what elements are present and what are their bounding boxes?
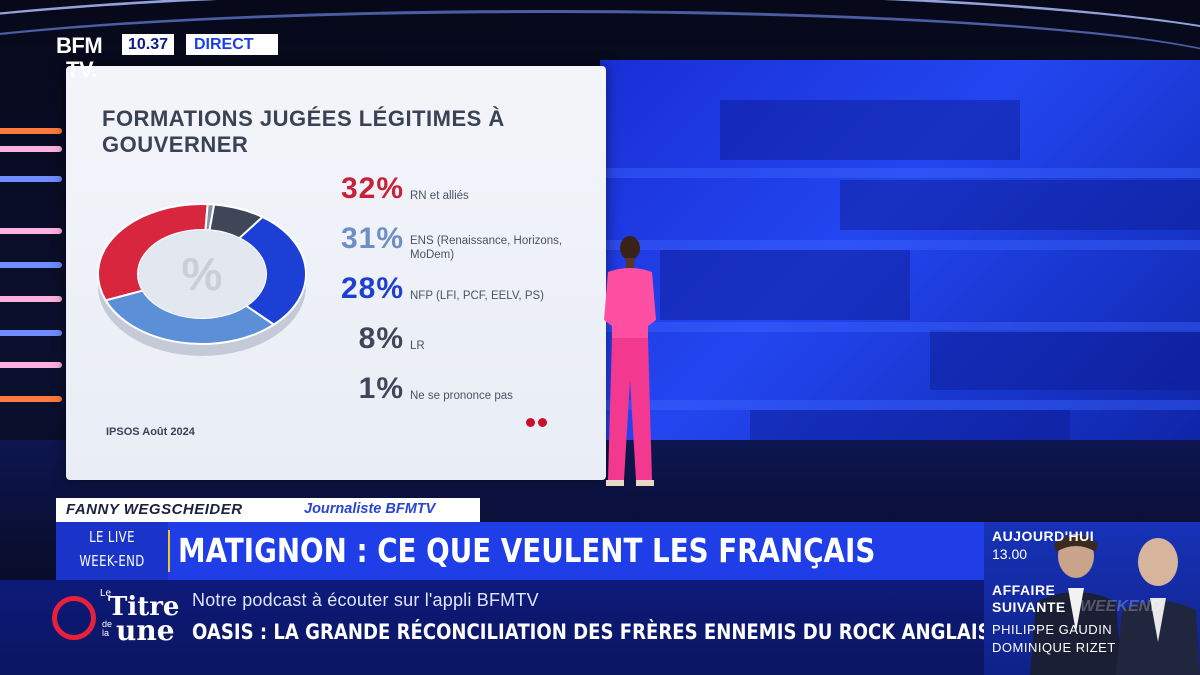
- next-show-host-2: DOMINIQUE RIZET: [992, 640, 1116, 655]
- show-tag-separator: [168, 530, 170, 572]
- next-show-day: AUJOURD'HUI: [992, 528, 1095, 544]
- ticker-line-2: OASIS : LA GRANDE RÉCONCILIATION DES FRÈ…: [192, 620, 1008, 644]
- next-show-ghost-label: WEEKEND: [1080, 598, 1162, 615]
- chart-title: FORMATIONS JUGÉES LÉGITIMES À GOUVERNER: [102, 106, 505, 157]
- speaker-name: FANNY WEGSCHEIDER: [66, 501, 243, 518]
- bfmtv-logo: BFM TV.: [56, 33, 103, 82]
- legend-value: 28%: [340, 272, 404, 305]
- speaker-name-bar: FANNY WEGSCHEIDER Journaliste BFMTV: [56, 498, 480, 522]
- chart-board: FORMATIONS JUGÉES LÉGITIMES À GOUVERNER …: [66, 66, 606, 480]
- decorative-dot: [538, 418, 547, 427]
- ceiling-light-arc: [0, 10, 1200, 130]
- legend-value: 31%: [340, 222, 404, 255]
- microphone-icon: [52, 596, 96, 640]
- headline-bar: LE LIVE WEEK-END MATIGNON : CE QUE VEULE…: [56, 522, 984, 580]
- next-show-title-line2: SUIVANTE: [992, 599, 1066, 615]
- decorative-dot: [526, 418, 535, 427]
- speaker-role: Journaliste BFMTV: [304, 501, 436, 517]
- legend-value: 32%: [340, 172, 404, 205]
- legend-value: 8%: [358, 322, 404, 355]
- live-badge: DIRECT: [186, 34, 278, 55]
- chart-source: IPSOS Août 2024: [106, 426, 195, 438]
- legend-label: Ne se prononce pas: [410, 390, 513, 402]
- donut-chart: %: [97, 203, 307, 356]
- legend-value: 1%: [358, 372, 404, 405]
- next-show-panel: AUJOURD'HUI 13.00 WEEKEND AFFAIRE SUIVAN…: [984, 522, 1200, 675]
- show-tag: LE LIVE WEEK-END: [56, 522, 170, 580]
- presenter-figure: [604, 236, 656, 486]
- next-show-host-1: PHILIPPE GAUDIN: [992, 622, 1113, 637]
- legend-label: ENS (Renaissance, Horizons, MoDem): [410, 235, 563, 261]
- donut-hole: [138, 230, 266, 318]
- legend-label: LR: [410, 340, 425, 352]
- next-show-time: 13.00: [992, 546, 1028, 562]
- donut-center-label: %: [182, 248, 223, 300]
- ticker-line-1: Notre podcast à écouter sur l'appli BFMT…: [192, 590, 539, 610]
- podcast-logo: Le Titre de la une: [52, 588, 182, 648]
- clock-time: 10.37: [122, 34, 175, 55]
- next-show-title-line1: AFFAIRE: [992, 582, 1056, 598]
- host-photo: [1030, 534, 1200, 675]
- ticker-bar: [0, 580, 984, 675]
- legend-label: RN et alliés: [410, 190, 469, 202]
- legend-label: NFP (LFI, PCF, EELV, PS): [410, 290, 544, 302]
- show-tag-line2: WEEK-END: [79, 552, 145, 570]
- headline-text: MATIGNON : CE QUE VEULENT LES FRANÇAIS: [178, 531, 876, 570]
- show-tag-line1: LE LIVE: [89, 528, 135, 546]
